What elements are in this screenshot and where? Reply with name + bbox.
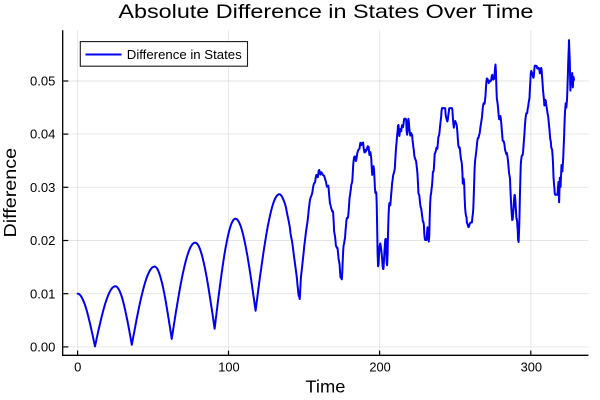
svg-text:0: 0 [74, 360, 81, 375]
svg-text:100: 100 [218, 360, 239, 375]
svg-text:200: 200 [369, 360, 390, 375]
svg-text:Time: Time [305, 377, 345, 397]
svg-text:0.05: 0.05 [30, 74, 55, 89]
svg-text:0.00: 0.00 [30, 340, 55, 355]
svg-text:Difference: Difference [0, 148, 20, 238]
svg-text:0.02: 0.02 [30, 233, 55, 248]
svg-text:Absolute Difference in States: Absolute Difference in States Over Time [118, 1, 533, 23]
svg-text:Difference in States: Difference in States [127, 47, 242, 62]
svg-text:0.03: 0.03 [30, 180, 55, 195]
svg-text:300: 300 [521, 360, 542, 375]
svg-text:0.01: 0.01 [30, 286, 55, 301]
svg-text:0.04: 0.04 [30, 127, 55, 142]
